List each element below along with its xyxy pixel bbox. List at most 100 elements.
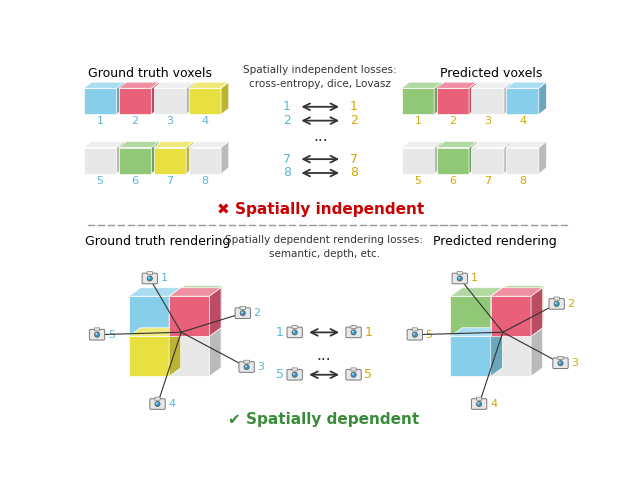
Text: ✔ Spatially dependent: ✔ Spatially dependent	[228, 412, 420, 427]
Circle shape	[412, 332, 417, 338]
Polygon shape	[491, 288, 543, 296]
FancyBboxPatch shape	[142, 273, 157, 284]
Text: 1: 1	[276, 326, 284, 339]
Text: 6: 6	[132, 176, 138, 185]
Polygon shape	[495, 294, 532, 331]
Text: 4: 4	[519, 117, 526, 126]
Polygon shape	[451, 288, 502, 296]
Polygon shape	[402, 82, 442, 88]
Polygon shape	[129, 336, 169, 376]
FancyBboxPatch shape	[351, 368, 356, 371]
Text: Ground truth rendering: Ground truth rendering	[85, 235, 230, 247]
Polygon shape	[451, 336, 491, 376]
Circle shape	[458, 277, 460, 278]
Text: 3: 3	[484, 117, 491, 126]
Polygon shape	[436, 88, 469, 115]
Text: 3: 3	[572, 358, 579, 368]
Polygon shape	[531, 328, 543, 376]
Circle shape	[147, 276, 152, 281]
Polygon shape	[169, 296, 209, 336]
Text: Spatially dependent rendering losses:
semantic, depth, etc.: Spatially dependent rendering losses: se…	[225, 235, 423, 259]
Polygon shape	[539, 82, 547, 115]
FancyBboxPatch shape	[287, 369, 302, 380]
Polygon shape	[84, 88, 116, 115]
FancyBboxPatch shape	[407, 329, 422, 340]
Circle shape	[352, 373, 354, 375]
FancyBboxPatch shape	[351, 326, 356, 329]
Polygon shape	[119, 148, 151, 174]
Text: 1: 1	[161, 274, 168, 283]
Text: ...: ...	[313, 128, 328, 144]
Circle shape	[555, 302, 557, 304]
Circle shape	[554, 301, 559, 307]
Circle shape	[95, 333, 97, 335]
Polygon shape	[169, 328, 221, 336]
Text: 7: 7	[166, 176, 173, 185]
Polygon shape	[472, 148, 504, 174]
Text: 5: 5	[108, 330, 115, 339]
Polygon shape	[84, 141, 124, 148]
Polygon shape	[189, 88, 221, 115]
FancyBboxPatch shape	[287, 327, 302, 338]
Circle shape	[293, 331, 295, 333]
Text: 7: 7	[484, 176, 492, 185]
FancyBboxPatch shape	[150, 399, 165, 409]
Polygon shape	[506, 141, 547, 148]
FancyBboxPatch shape	[452, 273, 467, 284]
Polygon shape	[173, 294, 210, 331]
Polygon shape	[189, 82, 229, 88]
Text: 4: 4	[168, 399, 175, 409]
Text: 7: 7	[349, 153, 358, 166]
Circle shape	[292, 330, 297, 335]
Polygon shape	[84, 148, 116, 174]
Polygon shape	[402, 88, 434, 115]
Polygon shape	[472, 141, 511, 148]
Polygon shape	[116, 82, 124, 115]
Polygon shape	[472, 82, 511, 88]
FancyBboxPatch shape	[553, 358, 568, 369]
Text: 8: 8	[201, 176, 209, 185]
Polygon shape	[154, 88, 186, 115]
Polygon shape	[169, 336, 209, 376]
Text: 2: 2	[568, 299, 575, 309]
Polygon shape	[189, 148, 221, 174]
Text: Predicted voxels: Predicted voxels	[440, 67, 542, 80]
Polygon shape	[532, 286, 543, 331]
Circle shape	[559, 362, 561, 364]
Circle shape	[241, 311, 243, 313]
Text: 3: 3	[257, 362, 264, 372]
Polygon shape	[469, 82, 477, 115]
Polygon shape	[209, 288, 221, 336]
FancyBboxPatch shape	[554, 297, 559, 300]
Polygon shape	[129, 328, 180, 336]
Polygon shape	[436, 141, 477, 148]
Text: 8: 8	[283, 166, 291, 180]
Polygon shape	[491, 336, 531, 376]
Polygon shape	[491, 288, 502, 336]
Text: 2: 2	[253, 308, 260, 318]
Polygon shape	[539, 141, 547, 174]
Polygon shape	[504, 82, 511, 115]
Polygon shape	[506, 88, 539, 115]
Text: 1: 1	[364, 326, 372, 339]
Polygon shape	[154, 82, 194, 88]
Polygon shape	[210, 286, 222, 331]
Circle shape	[352, 331, 354, 333]
Text: 8: 8	[519, 176, 526, 185]
Circle shape	[244, 365, 249, 369]
Polygon shape	[189, 141, 229, 148]
Circle shape	[351, 330, 356, 335]
Polygon shape	[506, 148, 539, 174]
Text: 5: 5	[415, 176, 421, 185]
Polygon shape	[402, 148, 434, 174]
Text: 5: 5	[276, 368, 284, 381]
Polygon shape	[504, 141, 511, 174]
Polygon shape	[116, 141, 124, 174]
FancyBboxPatch shape	[292, 326, 298, 329]
Polygon shape	[436, 148, 469, 174]
Circle shape	[155, 401, 160, 406]
Polygon shape	[151, 141, 159, 174]
Polygon shape	[506, 82, 547, 88]
Polygon shape	[84, 82, 124, 88]
Polygon shape	[221, 141, 229, 174]
